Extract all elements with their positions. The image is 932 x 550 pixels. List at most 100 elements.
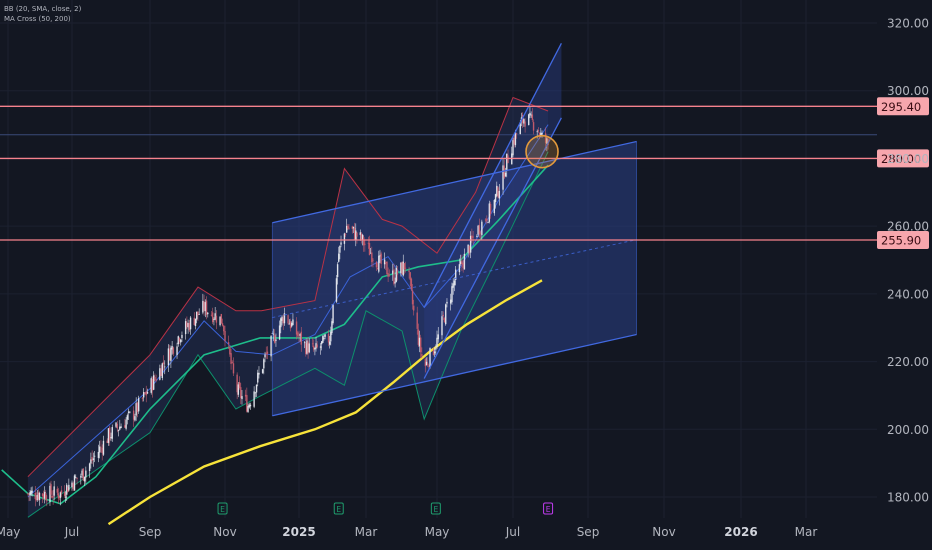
candle-body <box>486 218 488 222</box>
candle-body <box>479 232 482 234</box>
candle-body <box>462 262 464 268</box>
event-marker-label: E <box>336 505 341 514</box>
candle-body <box>278 325 281 340</box>
candle-body <box>371 252 373 263</box>
candle-body <box>336 264 339 278</box>
candle-body <box>515 133 518 135</box>
candle-body <box>383 259 386 265</box>
candle-body <box>143 392 145 398</box>
candle-body <box>413 305 415 311</box>
candle-body <box>72 483 74 489</box>
horizontal-levels: 295.40 280.00 255.90 <box>0 97 929 250</box>
candle-body <box>429 348 431 368</box>
candle-body <box>49 485 51 503</box>
candle-body <box>37 492 40 500</box>
candle-body <box>361 234 364 240</box>
candle-body <box>92 458 95 460</box>
candle-body <box>124 425 126 428</box>
candle-body <box>28 493 30 495</box>
candle-body <box>247 406 249 412</box>
candle-body <box>523 119 525 124</box>
legend-bollinger-bands[interactable]: BB (20, SMA, close, 2) <box>4 5 82 13</box>
candle-body <box>425 361 428 366</box>
candle-body <box>167 348 170 366</box>
candle-body <box>512 140 514 156</box>
candle-body <box>288 323 290 325</box>
candle-body <box>287 315 289 324</box>
price-tag-0[interactable] <box>877 97 929 116</box>
ma-50-line <box>1 164 549 505</box>
y-tick-label: 300.00 <box>887 84 929 98</box>
candle-body <box>472 236 474 238</box>
price-tag-1[interactable] <box>877 149 929 168</box>
candle-body <box>126 415 129 420</box>
candle-body <box>433 351 436 354</box>
rising-channel-upper <box>423 43 562 308</box>
candle-body <box>150 378 152 393</box>
candle-body <box>230 353 232 364</box>
candle-body <box>436 337 438 348</box>
candle-body <box>227 342 230 345</box>
candle-body <box>298 336 300 338</box>
candle-body <box>513 137 515 145</box>
candle-body <box>266 351 269 354</box>
candle-body <box>477 225 479 235</box>
candle-body <box>152 375 155 390</box>
event-marker-earnings[interactable] <box>217 502 228 515</box>
candle-body <box>170 347 172 361</box>
candle-body <box>335 278 338 302</box>
legend-ma-cross[interactable]: MA Cross (50, 200) <box>4 15 71 23</box>
event-marker-earnings[interactable] <box>333 502 344 515</box>
candle-body <box>65 496 67 498</box>
candle-body <box>289 321 292 329</box>
event-marker-dividend[interactable] <box>543 502 554 515</box>
candle-body <box>171 346 173 350</box>
x-tick-label: Mar <box>355 525 378 539</box>
candle-body <box>184 321 187 335</box>
y-tick-label: 260.00 <box>887 220 929 234</box>
candle-body <box>351 226 354 229</box>
candle-body <box>305 343 307 355</box>
candle-body <box>58 496 61 498</box>
candle-body <box>83 476 86 482</box>
candle-body <box>421 354 423 357</box>
price-tag-label-0: 295.40 <box>881 100 921 114</box>
candle-body <box>257 372 259 383</box>
candle-body <box>129 411 131 413</box>
candle-body <box>41 493 44 497</box>
candle-body <box>189 317 192 330</box>
candle-body <box>442 314 444 317</box>
candle-body <box>395 267 397 282</box>
candle-body <box>322 336 324 343</box>
candle-body <box>50 484 52 495</box>
candle-body <box>202 300 204 313</box>
candle-body <box>437 334 439 340</box>
candle-body <box>461 260 463 265</box>
candle-body <box>229 346 231 355</box>
candle-body <box>107 428 110 443</box>
candle-body <box>71 482 73 488</box>
candle-body <box>29 492 31 496</box>
candle-body <box>363 237 365 246</box>
candle-body <box>45 493 47 500</box>
candle-body <box>255 384 258 393</box>
candle-body <box>42 494 45 499</box>
candle-body <box>452 283 454 288</box>
event-marker-earnings[interactable] <box>430 502 441 515</box>
ma-200-line <box>107 279 543 526</box>
price-tag-label-2: 255.90 <box>881 234 921 248</box>
candle-body <box>454 269 457 280</box>
x-axis-labels: May Jul Sep Nov 2025 Mar May Jul Sep Nov 2026 Mar <box>0 525 817 539</box>
candle-body <box>281 316 283 321</box>
candle-body <box>101 447 103 453</box>
candle-body <box>476 236 478 238</box>
candle-body <box>458 264 461 273</box>
candle-body <box>178 338 181 342</box>
price-tag-2[interactable] <box>877 231 929 250</box>
candle-body <box>375 262 378 268</box>
candle-body <box>459 261 462 264</box>
candle-body <box>187 323 189 328</box>
y-tick-label: 280.00 <box>887 152 929 166</box>
